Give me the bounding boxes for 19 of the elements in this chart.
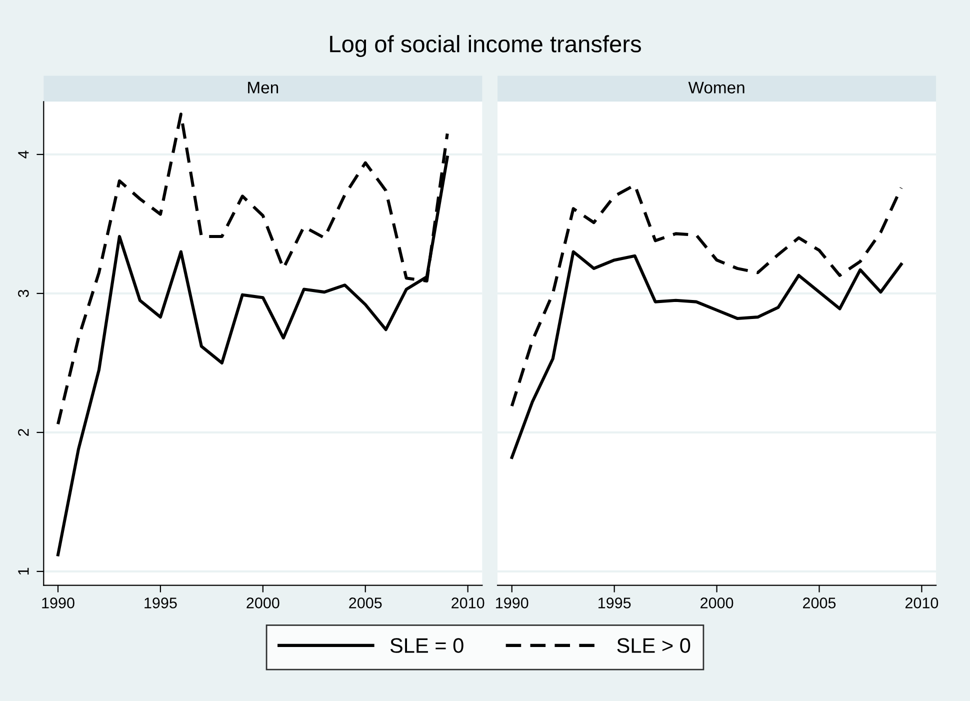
x-tick-label: 1990 (496, 598, 528, 608)
legend-label: SLE = 0 (390, 638, 464, 653)
x-tick-label: 2005 (349, 598, 382, 608)
y-tick-label: 4 (18, 150, 29, 158)
y-tick-label: 3 (18, 290, 29, 298)
x-tick-label: 1990 (42, 598, 74, 608)
x-tick-label: 2000 (246, 598, 280, 608)
x-tick-label: 1995 (144, 598, 177, 608)
x-tick-label: 2010 (905, 598, 938, 608)
x-tick-label: 2010 (452, 598, 484, 608)
chart-subtitle: Women (688, 82, 744, 94)
x-tick-label: 1995 (598, 598, 631, 608)
y-tick-label: 2 (18, 428, 29, 436)
chart-title: Log of social income transfers (330, 35, 641, 58)
x-tick-label: 2005 (803, 598, 836, 608)
chart-subtitle: Men (248, 82, 278, 94)
x-tick-label: 2000 (700, 598, 734, 608)
legend-label: SLE > 0 (617, 638, 690, 653)
y-tick-label: 1 (18, 568, 29, 575)
